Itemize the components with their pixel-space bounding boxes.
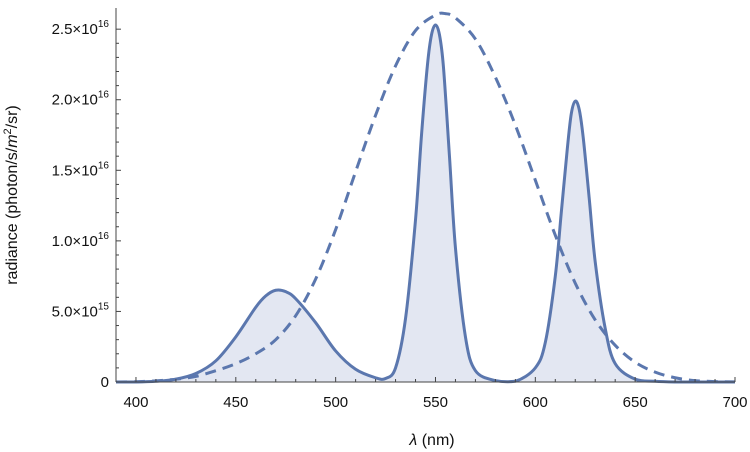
y-tick-label: 2.0×1016 — [52, 90, 110, 109]
x-ticks: 400 450 500 550 600 650 700 — [123, 377, 748, 411]
y-axis-label-suffix: /sr) — [4, 105, 21, 128]
y-tick-label: 1.5×1016 — [52, 160, 110, 179]
solid-series-line — [116, 23, 735, 384]
x-axis-label: λ (nm) — [408, 432, 454, 449]
x-tick-label: 500 — [323, 394, 348, 411]
y-ticks: 0 5.0×1015 1.0×1016 1.5×1016 2.0×1016 2.5×101… — [52, 19, 121, 391]
axes: 400 450 500 550 600 650 700 0 5.0×1015 1.0×1016 1… — [52, 8, 748, 411]
plot-area — [115, 11, 736, 384]
dashed-series-line — [115, 11, 736, 384]
y-axis-label-prefix: radiance (photon/s/ — [4, 147, 21, 285]
x-tick-label: 550 — [423, 394, 448, 411]
x-axis-label-unit: (nm) — [417, 432, 454, 449]
y-tick-label: 2.5×1016 — [52, 19, 110, 38]
y-axis-label: radiance (photon/s/m2/sr) — [2, 105, 21, 285]
x-tick-label: 400 — [123, 394, 148, 411]
y-tick-label: 5.0×1015 — [52, 301, 110, 320]
x-tick-label: 700 — [722, 394, 747, 411]
x-tick-label: 600 — [523, 394, 548, 411]
y-tick-label: 0 — [101, 374, 109, 391]
y-axis-label-exp: 2 — [2, 128, 14, 134]
y-axis-label-unit-m: m — [4, 134, 21, 147]
x-tick-label: 450 — [223, 394, 248, 411]
y-tick-label: 1.0×1016 — [52, 231, 110, 250]
x-tick-label: 650 — [623, 394, 648, 411]
x-axis-label-symbol: λ — [408, 432, 417, 449]
